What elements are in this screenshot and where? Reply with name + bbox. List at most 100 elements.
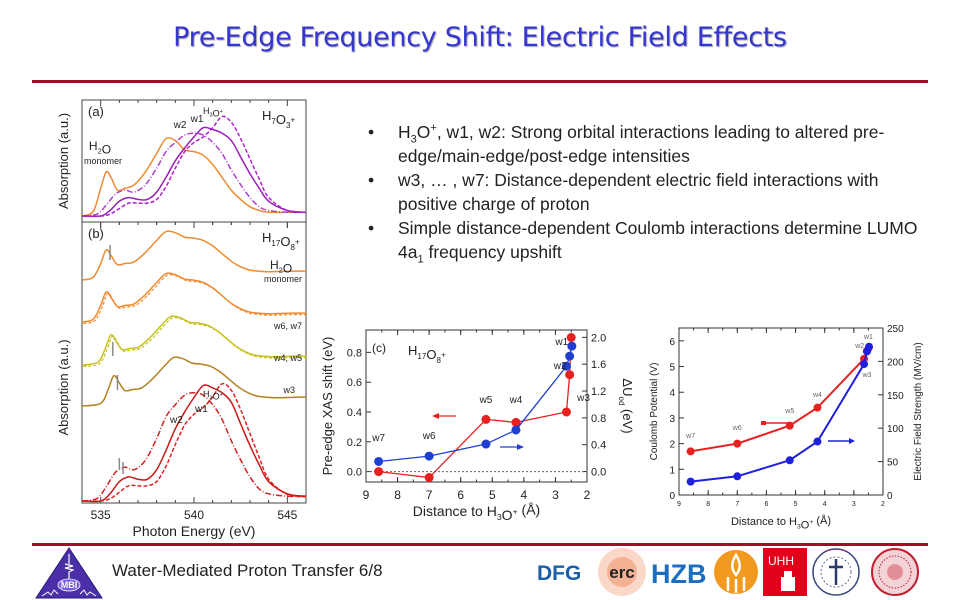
x-tick-label: 5	[489, 488, 496, 502]
annotation-h3o-b: H3O+	[203, 389, 223, 402]
svg-text:HZB: HZB	[651, 559, 707, 589]
x-axis-label: Distance to H3O+ (Å)	[731, 514, 831, 531]
panel-label-a: (a)	[88, 104, 104, 119]
point-label: w4	[509, 395, 523, 406]
y2-tick-label: 0.8	[591, 413, 606, 425]
y-axis-label: Coulomb Potential (V)	[649, 363, 660, 461]
data-point	[374, 456, 384, 466]
x-tick-label: 540	[184, 508, 204, 522]
x-tick-label: 7	[735, 501, 739, 508]
svg-text:erc: erc	[609, 563, 635, 582]
y2-tick-label: 150	[887, 391, 904, 402]
y-tick-label: 0.0	[347, 467, 362, 479]
y-tick-label: 0.8	[347, 347, 362, 359]
system-label-b: H17O8+	[262, 230, 300, 252]
spectrum-line-a	[81, 132, 307, 217]
mbi-logo-text: MBI	[61, 580, 78, 590]
y2-tick-label: 0.0	[591, 467, 606, 479]
title-divider	[32, 80, 928, 83]
data-point	[733, 439, 742, 448]
x-tick-label: 7	[426, 488, 433, 502]
point-label: w6	[732, 425, 742, 432]
spectrum-line-b-dashed	[83, 273, 308, 325]
point-label: w7	[371, 433, 385, 444]
xas-spectra-chart: 535 540 545 Photon Energy (eV) Absorption (a…	[56, 99, 308, 539]
data-point	[374, 467, 384, 477]
x-tick-label: 9	[677, 501, 681, 508]
data-point	[511, 417, 521, 427]
data-point	[865, 342, 874, 351]
x-axis-label: Distance to H3O+ (Å)	[413, 502, 540, 524]
x-tick-label: 8	[394, 488, 401, 502]
right-axis-arrowhead	[849, 438, 855, 444]
x-tick-label: 4	[521, 488, 528, 502]
y-tick-label: 6	[669, 337, 675, 348]
left-axis-arrowhead	[432, 413, 439, 419]
annotation-monomer-b: monomer	[264, 274, 302, 284]
y2-tick-label: 0	[887, 491, 893, 502]
system-label-a: H7O3+	[262, 108, 295, 130]
annotation-w6-w7: w6, w7	[273, 321, 302, 331]
x-tick-label: 5	[794, 501, 798, 508]
stockholm-university-logo	[812, 548, 860, 596]
y-axis-label-b: Absorption (a.u.)	[56, 339, 71, 435]
x-tick-label: 6	[457, 488, 464, 502]
data-point	[511, 425, 521, 435]
point-label: w1	[554, 337, 568, 348]
y2-tick-label: 1.2	[591, 386, 606, 398]
y2-tick-label: 100	[887, 424, 904, 435]
point-label: w7	[685, 433, 695, 440]
bullet-item: H3O+, w1, w2: Strong orbital interaction…	[368, 120, 928, 168]
bullet-item: Simple distance-dependent Coulomb intera…	[368, 216, 928, 265]
footer-text: Water-Mediated Proton Transfer 6/8	[112, 561, 383, 580]
left-axis-arrowhead	[761, 421, 766, 425]
annotation-h2o-b: H2O	[270, 258, 292, 276]
data-point	[813, 403, 822, 412]
annotation-w4-w5: w4, w5	[273, 353, 302, 363]
data-point	[561, 361, 571, 371]
spectrum-line-b-dashed	[83, 316, 308, 368]
y-tick-label: 4	[669, 388, 675, 399]
point-label: w2	[854, 343, 864, 350]
annotation-h3o: H3O+	[203, 106, 223, 119]
annotation-h2o: H2O	[89, 139, 111, 157]
x-tick-label: 8	[706, 501, 710, 508]
x-tick-label: 2	[881, 501, 885, 508]
spectrum-line-a	[81, 126, 307, 218]
data-point	[566, 332, 576, 342]
x-axis-label: Photon Energy (eV)	[133, 523, 256, 539]
bullet-list: H3O+, w1, w2: Strong orbital interaction…	[368, 120, 928, 265]
footer-divider	[32, 543, 928, 546]
bullet-item: w3, … , w7: Distance-dependent electric …	[368, 168, 928, 216]
data-point	[785, 456, 794, 465]
data-point	[481, 439, 491, 449]
x-tick-label: 6	[764, 501, 768, 508]
data-point	[424, 451, 434, 461]
y-tick-label: 5	[669, 363, 675, 374]
x-tick-label: 3	[552, 488, 559, 502]
y2-axis-label: ΔUod (eV)	[617, 378, 635, 433]
point-label: w4	[812, 392, 822, 399]
annotation-w1: w1	[190, 114, 204, 125]
spectrum-line-b-red	[81, 384, 307, 503]
y-tick-label: 0.4	[347, 407, 362, 419]
y2-tick-label: 250	[887, 324, 904, 335]
mbi-logo: MBI	[35, 547, 103, 599]
data-point	[686, 477, 695, 486]
data-point	[813, 437, 822, 446]
x-tick-label: 2	[584, 488, 591, 502]
y2-tick-label: 1.6	[591, 359, 606, 371]
y2-axis-label: Electric Field Strength (MV/cm)	[913, 342, 924, 480]
system-label-c: H17O8+	[408, 343, 446, 365]
spectrum-line-b	[81, 272, 307, 323]
data-point	[686, 447, 695, 456]
y2-tick-label: 200	[887, 357, 904, 368]
panel-label-c: (c)	[372, 341, 386, 355]
svg-text:UHH: UHH	[768, 554, 794, 568]
y-tick-label: 0.6	[347, 377, 362, 389]
series-line	[378, 345, 573, 463]
annotation-w2-b: w2	[169, 415, 183, 426]
point-label: w3	[861, 372, 871, 379]
point-label: w5	[479, 395, 493, 406]
y-tick-label: 3	[669, 414, 675, 425]
